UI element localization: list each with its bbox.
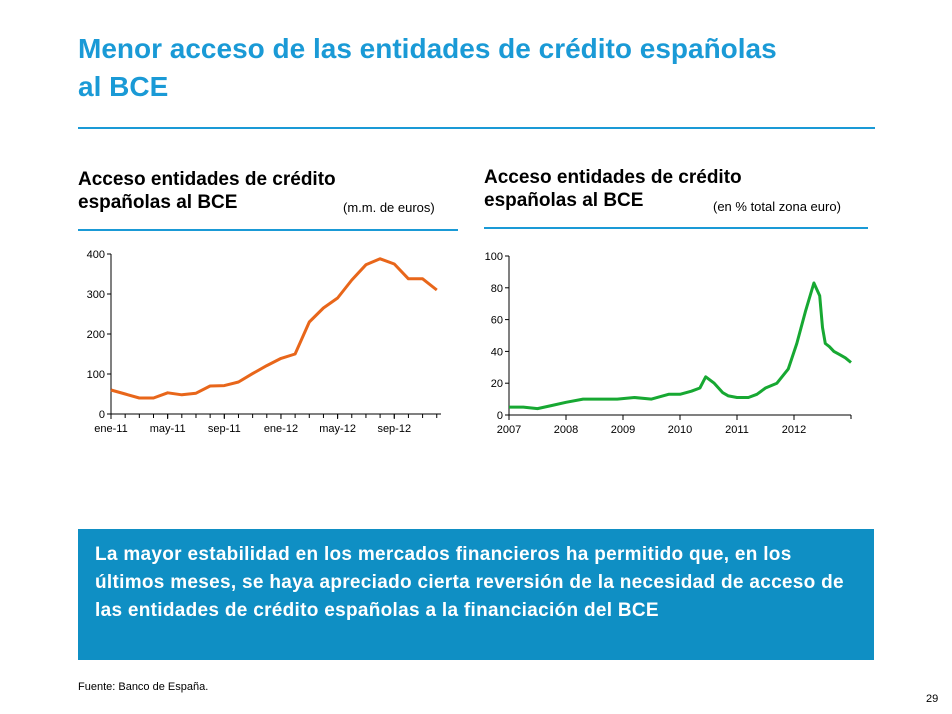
panel-right-divider xyxy=(484,227,868,229)
series-line xyxy=(509,281,852,411)
series-line xyxy=(110,257,438,400)
y-tick-label: 200 xyxy=(87,329,105,341)
y-tick-label: 100 xyxy=(87,369,105,381)
y-tick-label: 60 xyxy=(491,315,503,327)
page-number: 29 xyxy=(926,693,939,705)
panel-left-title: Acceso entidades de crédito españolas al… xyxy=(78,169,336,213)
source-note: Fuente: Banco de España. xyxy=(78,681,209,693)
y-tick-label: 0 xyxy=(99,409,105,421)
y-tick-label: 20 xyxy=(491,378,503,390)
x-tick-label: 2012 xyxy=(782,424,806,436)
y-tick-label: 40 xyxy=(491,346,503,358)
y-tick-label: 400 xyxy=(87,249,105,261)
key-message-box: La mayor estabilidad en los mercados fin… xyxy=(78,529,874,660)
slide-title: Menor acceso de las entidades de crédito… xyxy=(78,33,777,102)
y-tick-label: 300 xyxy=(87,289,105,301)
x-tick-label: 2010 xyxy=(668,424,692,436)
x-tick-label: sep-11 xyxy=(208,423,241,435)
y-tick-label: 0 xyxy=(497,410,503,422)
panel-right-title: Acceso entidades de crédito españolas al… xyxy=(484,167,742,211)
x-tick-label: 2008 xyxy=(554,424,578,436)
x-tick-label: may-12 xyxy=(319,423,356,435)
x-tick-label: ene-12 xyxy=(264,423,298,435)
x-tick-label: 2009 xyxy=(611,424,635,436)
y-tick-label: 100 xyxy=(485,251,503,263)
title-divider xyxy=(78,127,875,129)
x-tick-label: 2007 xyxy=(497,424,521,436)
chart-left: 0 100 200 300 400 ene-11 may-11 sep-11 ene-12 may… xyxy=(87,249,441,435)
panel-right-unit: (en % total zona euro) xyxy=(713,199,841,214)
x-tick-label: 2011 xyxy=(725,424,749,436)
panel-left-divider xyxy=(78,229,458,231)
y-tick-label: 80 xyxy=(491,283,503,295)
chart-right: 0 20 40 60 80 100 2007 2008 2009 2010 2011 2012 xyxy=(485,251,852,436)
x-tick-label: ene-11 xyxy=(94,423,127,435)
panel-left-unit: (m.m. de euros) xyxy=(343,200,435,215)
x-tick-label: may-11 xyxy=(150,423,186,435)
x-tick-label: sep-12 xyxy=(377,423,411,435)
